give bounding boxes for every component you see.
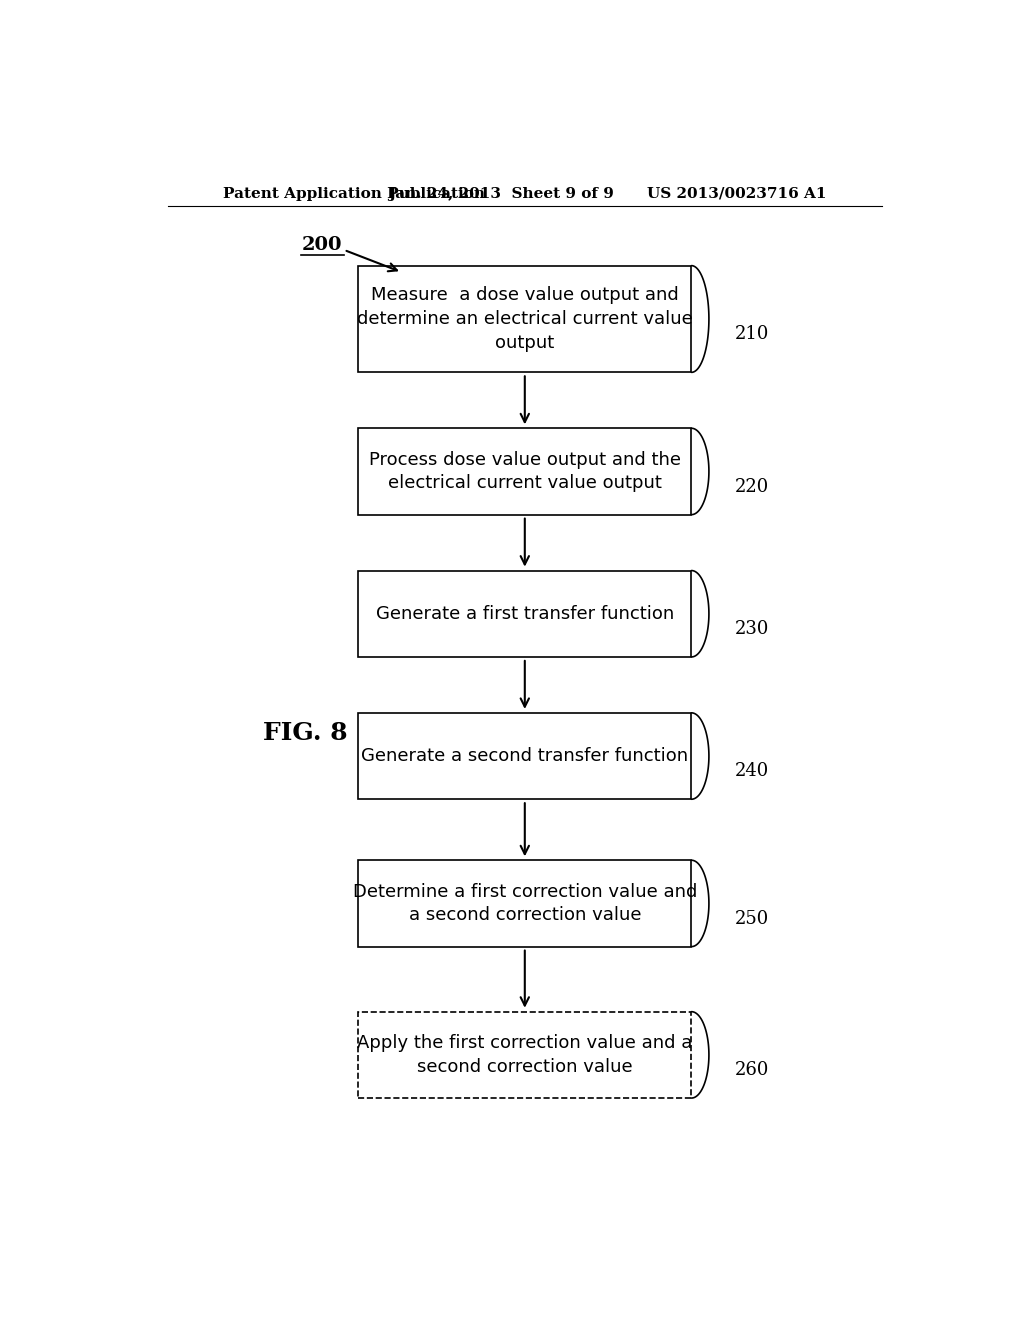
Text: 260: 260 (735, 1061, 769, 1080)
Text: Determine a first correction value and
a second correction value: Determine a first correction value and a… (352, 883, 697, 924)
Text: Process dose value output and the
electrical current value output: Process dose value output and the electr… (369, 450, 681, 492)
FancyBboxPatch shape (358, 713, 691, 799)
Text: Jan. 24, 2013  Sheet 9 of 9: Jan. 24, 2013 Sheet 9 of 9 (388, 187, 614, 201)
Text: 230: 230 (735, 620, 769, 638)
Text: 250: 250 (735, 909, 769, 928)
FancyBboxPatch shape (358, 428, 691, 515)
Text: Generate a second transfer function: Generate a second transfer function (361, 747, 688, 766)
Text: US 2013/0023716 A1: US 2013/0023716 A1 (647, 187, 826, 201)
Text: Measure  a dose value output and
determine an electrical current value
output: Measure a dose value output and determin… (357, 286, 692, 351)
Text: 240: 240 (735, 762, 769, 780)
Text: Patent Application Publication: Patent Application Publication (223, 187, 485, 201)
Text: 200: 200 (302, 236, 343, 253)
Text: FIG. 8: FIG. 8 (263, 721, 347, 744)
Text: 210: 210 (735, 325, 769, 343)
FancyBboxPatch shape (358, 265, 691, 372)
Text: 220: 220 (735, 478, 769, 496)
Text: Apply the first correction value and a
second correction value: Apply the first correction value and a s… (357, 1034, 692, 1076)
FancyBboxPatch shape (358, 861, 691, 946)
FancyBboxPatch shape (358, 1011, 691, 1098)
Text: Generate a first transfer function: Generate a first transfer function (376, 605, 674, 623)
FancyBboxPatch shape (358, 570, 691, 657)
